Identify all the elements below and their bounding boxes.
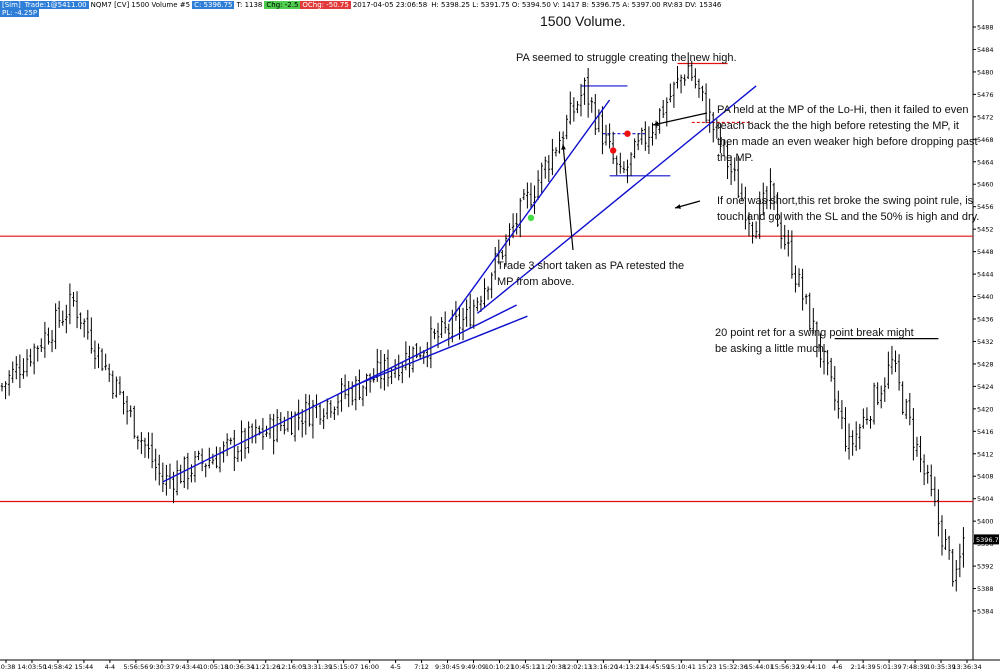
last-price-box bbox=[974, 534, 999, 545]
x-tick-label: 13:16:20 bbox=[589, 663, 618, 671]
y-tick-label: 5464 bbox=[977, 158, 994, 166]
chg-badge: Chg: -2.5 bbox=[264, 0, 301, 9]
y-tick-label: 5444 bbox=[977, 271, 994, 279]
x-tick-label: 15:15:07 bbox=[329, 663, 358, 671]
y-tick-label: 5416 bbox=[977, 428, 994, 436]
note-trade3: Trade 3 short taken as PA retested the M… bbox=[497, 260, 685, 288]
x-tick-label: 2:14:39 bbox=[851, 663, 876, 671]
x-tick-label: 15:44 bbox=[75, 663, 94, 671]
x-tick-label: 15:44:01 bbox=[745, 663, 774, 671]
trendline bbox=[351, 315, 528, 388]
chart-title: 1500 Volume. bbox=[540, 13, 626, 29]
y-tick-label: 5404 bbox=[977, 495, 994, 503]
x-tick-label: 16:00 bbox=[360, 663, 379, 671]
trendline bbox=[448, 99, 611, 323]
y-tick-label: 5480 bbox=[977, 68, 994, 76]
y-tick-label: 5408 bbox=[977, 473, 994, 481]
chart-header: [Sim] Trade:1@5411.00 NQM7 [CV] 1500 Vol… bbox=[0, 0, 723, 9]
x-tick-label: 9:30:37 bbox=[149, 663, 174, 671]
x-tick-label: 9:43:44 bbox=[175, 663, 200, 671]
y-tick-label: 5424 bbox=[977, 383, 994, 391]
x-tick-label: 10:45:12 bbox=[511, 663, 540, 671]
note-twenty: 20 point ret for a swing point break mig… bbox=[715, 327, 914, 355]
x-tick-label: 4-6 bbox=[832, 663, 843, 671]
x-tick-label: 7:48:39 bbox=[903, 663, 928, 671]
pl-badge: PL: -4.25P bbox=[0, 9, 40, 17]
sim-badge: [Sim] bbox=[0, 0, 23, 9]
x-tick-label: 12:16:05 bbox=[277, 663, 306, 671]
signal-marker bbox=[527, 214, 535, 222]
x-tick-label: 10:36:34 bbox=[225, 663, 254, 671]
signal-marker bbox=[609, 147, 617, 154]
hilo-label: H: 5398.25 L: 5391.75 O: 5394.50 V: 1417… bbox=[431, 0, 722, 9]
x-tick-label: 10:35:39 bbox=[926, 663, 955, 671]
x-tick-label: 11:20:38 bbox=[537, 663, 566, 671]
y-tick-label: 5468 bbox=[977, 136, 994, 144]
close-badge: C: 5396.75 bbox=[192, 0, 235, 9]
x-tick-label: 15:23 bbox=[698, 663, 717, 671]
y-tick-label: 5472 bbox=[977, 113, 994, 121]
x-tick-label: 13:31:39 bbox=[303, 663, 332, 671]
instrument-label: NQM7 [CV] 1500 Volume #5 bbox=[90, 0, 191, 9]
y-tick-label: 5428 bbox=[977, 360, 994, 368]
arrow-mp bbox=[652, 112, 708, 126]
x-tick-label: 9:49:09 bbox=[461, 663, 486, 671]
x-tick-label: 11:21:26 bbox=[251, 663, 280, 671]
trendline bbox=[476, 85, 757, 314]
y-tick-label: 5448 bbox=[977, 248, 994, 256]
y-tick-label: 5456 bbox=[977, 203, 994, 211]
note-mp: PA held at the MP of the Lo-Hi, then it … bbox=[717, 104, 978, 164]
y-tick-label: 5440 bbox=[977, 293, 994, 301]
x-tick-label: 14:58:42 bbox=[43, 663, 72, 671]
x-tick-label: 9:30:45 bbox=[435, 663, 460, 671]
ticks-label: T: 1138 bbox=[236, 0, 263, 9]
y-tick-label: 5400 bbox=[977, 518, 994, 526]
y-tick-label: 5488 bbox=[977, 24, 994, 32]
x-tick-label: 15:56:32 bbox=[771, 663, 800, 671]
signal-marker bbox=[624, 130, 631, 137]
x-tick-label: 4-5 bbox=[390, 663, 401, 671]
y-tick-label: 5476 bbox=[977, 91, 994, 99]
last-price-label: 5396.75 bbox=[976, 536, 1000, 544]
x-tick-label: 10:10:21 bbox=[485, 663, 514, 671]
y-tick-label: 5412 bbox=[977, 450, 994, 458]
arrow-trade3-head bbox=[561, 144, 566, 150]
x-tick-label: 15:10:41 bbox=[667, 663, 696, 671]
x-tick-label: 4-4 bbox=[105, 663, 116, 671]
note-struggle: PA seemed to struggle creating the new h… bbox=[516, 52, 737, 64]
x-tick-label: 7:12 bbox=[414, 663, 429, 671]
x-tick-label: 12:02:13 bbox=[563, 663, 592, 671]
y-tick-label: 5436 bbox=[977, 316, 994, 324]
y-tick-label: 5384 bbox=[977, 608, 994, 616]
trendline bbox=[162, 304, 517, 483]
y-tick-label: 5432 bbox=[977, 338, 994, 346]
arrow-ret-head bbox=[675, 204, 681, 209]
ochg-badge: OChg: -50.75 bbox=[300, 0, 351, 9]
y-tick-label: 5460 bbox=[977, 181, 994, 189]
x-tick-label: 14:45:59 bbox=[641, 663, 670, 671]
trade-badge: Trade:1@5411.00 bbox=[22, 0, 89, 9]
x-tick-label: 14:13:21 bbox=[615, 663, 644, 671]
x-tick-label: 10:38 bbox=[0, 663, 15, 671]
y-tick-label: 5452 bbox=[977, 226, 994, 234]
x-tick-label: 10:05:18 bbox=[199, 663, 228, 671]
x-tick-label: 19:44:10 bbox=[797, 663, 826, 671]
x-tick-label: 5:01:39 bbox=[877, 663, 902, 671]
x-tick-label: 13:36:34 bbox=[952, 663, 981, 671]
y-tick-label: 5484 bbox=[977, 46, 994, 54]
y-tick-label: 5388 bbox=[977, 585, 994, 593]
x-tick-label: 5:56:56 bbox=[123, 663, 148, 671]
y-tick-label: 5420 bbox=[977, 405, 994, 413]
y-tick-label: 5392 bbox=[977, 563, 994, 571]
x-tick-label: 14:03:50 bbox=[17, 663, 46, 671]
arrow-mp-head bbox=[653, 121, 659, 127]
note-ret: If one was short,this ret broke the swin… bbox=[717, 195, 980, 223]
arrow-trade3 bbox=[562, 143, 574, 251]
datetime-label: 2017-04-05 23:06:58 bbox=[352, 0, 428, 9]
x-tick-label: 15:32:36 bbox=[719, 663, 748, 671]
